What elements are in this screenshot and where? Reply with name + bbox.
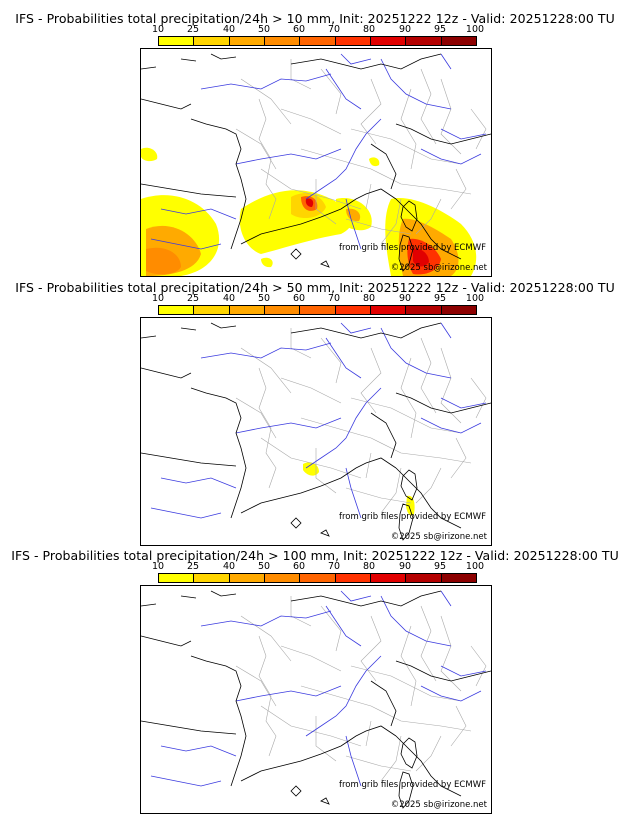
colorbar-tick: 80 <box>362 561 376 572</box>
colorbar-tick: 50 <box>257 561 271 572</box>
colorbar-swatch <box>335 306 371 314</box>
colorbar-tick: 25 <box>186 293 200 304</box>
map-canvas <box>141 53 491 276</box>
colorbar-swatch <box>406 306 442 314</box>
colorbar-swatch <box>335 574 371 582</box>
colorbar-tick: 60 <box>292 561 306 572</box>
colorbar-swatch <box>406 574 442 582</box>
colorbar-tick: 70 <box>327 24 341 35</box>
map-panel-50mm: IFS - Probabilities total precipitation/… <box>0 269 630 546</box>
colorbar-swatch <box>370 574 407 582</box>
colorbar-swatch <box>441 306 476 314</box>
colorbar-labels: 10 25 40 50 60 70 80 90 95 100 <box>140 293 484 305</box>
credit-source: from grib files provided by ECMWF <box>339 512 486 522</box>
colorbar-swatch <box>159 574 195 582</box>
colorbar-labels: 10 25 40 50 60 70 80 90 95 100 <box>140 561 484 573</box>
colorbar-tick: 80 <box>362 24 376 35</box>
map-panel-10mm: IFS - Probabilities total precipitation/… <box>0 0 630 277</box>
map-canvas <box>141 322 491 541</box>
probability-map: from grib files provided by ECMWF ©2025 … <box>140 317 492 546</box>
probability-map: from grib files provided by ECMWF ©2025 … <box>140 48 492 277</box>
colorbar-swatch <box>300 37 336 45</box>
colorbar <box>158 36 477 46</box>
colorbar-swatch <box>300 574 336 582</box>
colorbar-swatch <box>370 37 407 45</box>
colorbar-swatch <box>264 37 301 45</box>
colorbar-swatch <box>159 306 195 314</box>
map-canvas <box>141 590 491 809</box>
colorbar-tick: 60 <box>292 293 306 304</box>
colorbar-swatch <box>194 37 230 45</box>
colorbar-tick: 100 <box>465 24 485 35</box>
colorbar-tick: 40 <box>222 24 236 35</box>
precipitation-shading <box>141 147 477 276</box>
precipitation-shading <box>303 462 415 516</box>
colorbar-tick: 95 <box>433 24 447 35</box>
colorbar-swatch <box>229 37 265 45</box>
panel-title: IFS - Probabilities total precipitation/… <box>15 280 615 295</box>
colorbar-tick: 10 <box>151 293 165 304</box>
colorbar-tick: 60 <box>292 24 306 35</box>
credit-source: from grib files provided by ECMWF <box>339 243 486 253</box>
colorbar-tick: 70 <box>327 293 341 304</box>
colorbar-swatch <box>370 306 407 314</box>
colorbar-tick: 90 <box>398 24 412 35</box>
credit-copyright: ©2025 sb@irizone.net <box>390 263 487 273</box>
colorbar-swatch <box>300 306 336 314</box>
panel-title: IFS - Probabilities total precipitation/… <box>11 548 619 563</box>
credit-copyright: ©2025 sb@irizone.net <box>390 532 487 542</box>
colorbar <box>158 305 477 315</box>
colorbar <box>158 573 477 583</box>
colorbar-swatch <box>159 37 195 45</box>
colorbar-tick: 50 <box>257 293 271 304</box>
colorbar-swatch <box>441 574 476 582</box>
colorbar-tick: 40 <box>222 561 236 572</box>
colorbar-tick: 100 <box>465 293 485 304</box>
colorbar-tick: 90 <box>398 293 412 304</box>
colorbar-tick: 25 <box>186 24 200 35</box>
panel-title: IFS - Probabilities total precipitation/… <box>15 11 615 26</box>
colorbar-tick: 95 <box>433 293 447 304</box>
map-panel-100mm: IFS - Probabilities total precipitation/… <box>0 537 630 814</box>
colorbar-tick: 70 <box>327 561 341 572</box>
colorbar-swatch <box>441 37 476 45</box>
credit-copyright: ©2025 sb@irizone.net <box>390 800 487 810</box>
colorbar-tick: 10 <box>151 561 165 572</box>
colorbar-labels: 10 25 40 50 60 70 80 90 95 100 <box>140 24 484 36</box>
colorbar-swatch <box>406 37 442 45</box>
colorbar-tick: 95 <box>433 561 447 572</box>
colorbar-swatch <box>229 574 265 582</box>
colorbar-tick: 10 <box>151 24 165 35</box>
colorbar-tick: 25 <box>186 561 200 572</box>
colorbar-tick: 50 <box>257 24 271 35</box>
colorbar-tick: 100 <box>465 561 485 572</box>
colorbar-tick: 80 <box>362 293 376 304</box>
colorbar-swatch <box>229 306 265 314</box>
colorbar-swatch <box>194 574 230 582</box>
credit-source: from grib files provided by ECMWF <box>339 780 486 790</box>
colorbar-tick: 40 <box>222 293 236 304</box>
colorbar-swatch <box>335 37 371 45</box>
colorbar-swatch <box>194 306 230 314</box>
probability-map: from grib files provided by ECMWF ©2025 … <box>140 585 492 814</box>
colorbar-swatch <box>264 306 301 314</box>
colorbar-swatch <box>264 574 301 582</box>
colorbar-tick: 90 <box>398 561 412 572</box>
